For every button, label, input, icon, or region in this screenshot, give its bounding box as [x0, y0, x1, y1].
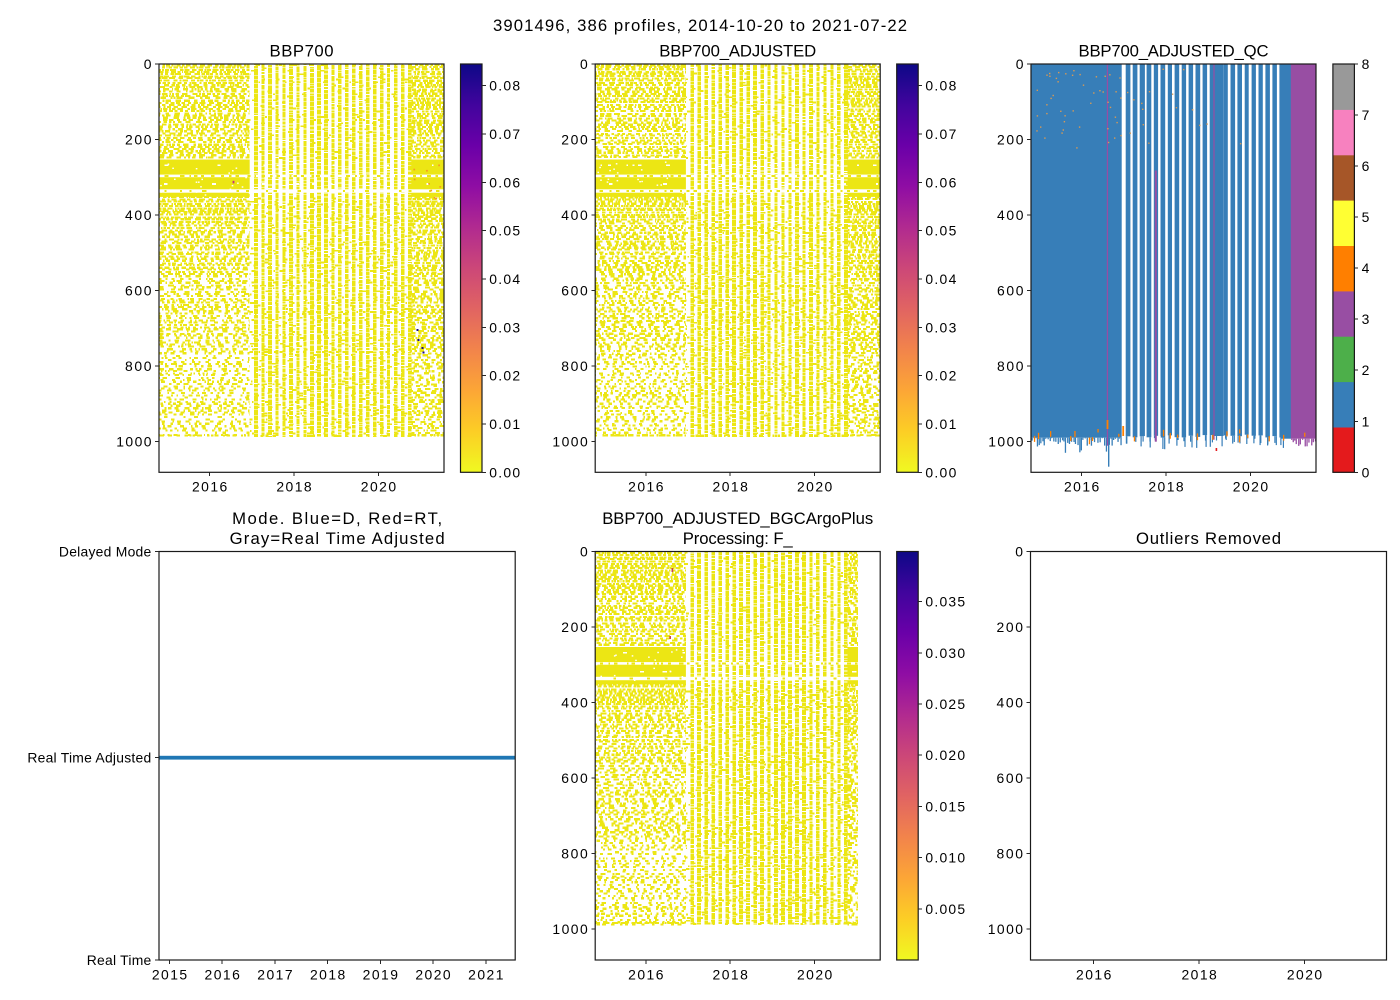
svg-text:Real Time Adjusted: Real Time Adjusted — [27, 750, 151, 766]
svg-text:0.01: 0.01 — [925, 416, 956, 432]
svg-text:7: 7 — [1362, 107, 1370, 123]
svg-text:Delayed Mode: Delayed Mode — [59, 544, 152, 560]
svg-text:2020: 2020 — [415, 966, 451, 982]
svg-text:1000: 1000 — [988, 433, 1024, 449]
svg-text:0.04: 0.04 — [489, 271, 520, 287]
svg-text:400: 400 — [561, 207, 588, 223]
svg-text:2020: 2020 — [1233, 479, 1269, 495]
svg-text:BBP700_ADJUSTED_BGCArgoPlus: BBP700_ADJUSTED_BGCArgoPlus — [602, 509, 873, 528]
svg-text:2018: 2018 — [276, 479, 312, 495]
svg-text:1: 1 — [1362, 413, 1370, 429]
svg-text:200: 200 — [125, 132, 152, 148]
svg-text:200: 200 — [997, 132, 1024, 148]
svg-text:0.07: 0.07 — [489, 126, 520, 142]
svg-text:800: 800 — [125, 358, 152, 374]
svg-text:0.020: 0.020 — [925, 747, 965, 763]
svg-text:2016: 2016 — [628, 966, 664, 982]
svg-text:0: 0 — [1362, 464, 1370, 480]
svg-text:6: 6 — [1362, 158, 1370, 174]
svg-text:0.025: 0.025 — [925, 696, 965, 712]
svg-text:Outliers Removed: Outliers Removed — [1136, 529, 1281, 548]
svg-text:0: 0 — [144, 56, 152, 72]
svg-text:0.010: 0.010 — [925, 850, 965, 866]
svg-text:3: 3 — [1362, 311, 1370, 327]
svg-text:1000: 1000 — [988, 921, 1024, 937]
svg-text:2018: 2018 — [1148, 479, 1184, 495]
svg-text:0.02: 0.02 — [489, 368, 520, 384]
svg-text:2018: 2018 — [713, 479, 749, 495]
svg-text:0.04: 0.04 — [925, 271, 956, 287]
svg-text:0.08: 0.08 — [489, 78, 520, 94]
svg-text:200: 200 — [561, 132, 588, 148]
svg-text:800: 800 — [561, 846, 588, 862]
svg-text:0: 0 — [1015, 544, 1023, 560]
svg-text:0.00: 0.00 — [925, 464, 956, 480]
svg-text:2021: 2021 — [468, 966, 504, 982]
svg-text:2018: 2018 — [1181, 966, 1217, 982]
svg-text:4: 4 — [1362, 260, 1370, 276]
svg-text:400: 400 — [997, 695, 1024, 711]
svg-text:Processing: F_: Processing: F_ — [683, 529, 794, 548]
svg-text:2: 2 — [1362, 362, 1370, 378]
svg-text:2018: 2018 — [310, 966, 346, 982]
svg-text:0: 0 — [580, 544, 588, 560]
svg-text:0: 0 — [1016, 56, 1024, 72]
svg-text:0.03: 0.03 — [489, 319, 520, 335]
svg-text:0.02: 0.02 — [925, 368, 956, 384]
svg-text:2016: 2016 — [1076, 966, 1112, 982]
svg-text:600: 600 — [561, 282, 588, 298]
svg-text:800: 800 — [997, 358, 1024, 374]
svg-text:0.05: 0.05 — [489, 223, 520, 239]
svg-text:2019: 2019 — [363, 966, 399, 982]
svg-text:600: 600 — [125, 282, 152, 298]
svg-text:600: 600 — [561, 770, 588, 786]
svg-text:0.06: 0.06 — [925, 174, 956, 190]
svg-text:200: 200 — [997, 619, 1024, 635]
svg-text:400: 400 — [997, 207, 1024, 223]
svg-text:2016: 2016 — [1064, 479, 1100, 495]
svg-text:600: 600 — [997, 282, 1024, 298]
svg-text:2015: 2015 — [152, 966, 188, 982]
svg-text:Real Time: Real Time — [87, 952, 152, 968]
svg-text:800: 800 — [561, 358, 588, 374]
svg-text:600: 600 — [997, 770, 1024, 786]
svg-text:5: 5 — [1362, 209, 1370, 225]
svg-text:0.05: 0.05 — [925, 223, 956, 239]
svg-text:0.06: 0.06 — [489, 174, 520, 190]
svg-text:0.07: 0.07 — [925, 126, 956, 142]
svg-text:BBP700_ADJUSTED_QC: BBP700_ADJUSTED_QC — [1079, 42, 1269, 61]
svg-text:2018: 2018 — [713, 966, 749, 982]
svg-text:2016: 2016 — [205, 966, 241, 982]
svg-text:800: 800 — [997, 846, 1024, 862]
svg-text:200: 200 — [561, 619, 588, 635]
svg-text:0.005: 0.005 — [925, 901, 965, 917]
svg-text:0.030: 0.030 — [925, 645, 965, 661]
svg-text:2020: 2020 — [1287, 966, 1323, 982]
svg-text:BBP700: BBP700 — [270, 42, 334, 61]
svg-text:BBP700_ADJUSTED: BBP700_ADJUSTED — [659, 42, 816, 61]
svg-text:Gray=Real Time Adjusted: Gray=Real Time Adjusted — [230, 529, 445, 548]
svg-text:2016: 2016 — [628, 479, 664, 495]
svg-text:400: 400 — [561, 695, 588, 711]
svg-text:Mode. Blue=D, Red=RT,: Mode. Blue=D, Red=RT, — [232, 509, 442, 528]
svg-text:2020: 2020 — [797, 966, 833, 982]
svg-text:1000: 1000 — [552, 921, 588, 937]
svg-text:0: 0 — [580, 56, 588, 72]
svg-text:2016: 2016 — [192, 479, 228, 495]
svg-text:2020: 2020 — [361, 479, 397, 495]
svg-text:0.035: 0.035 — [925, 594, 965, 610]
svg-text:2017: 2017 — [257, 966, 293, 982]
svg-text:1000: 1000 — [116, 433, 152, 449]
svg-text:0.015: 0.015 — [925, 798, 965, 814]
svg-text:0.03: 0.03 — [925, 319, 956, 335]
svg-text:3901496, 386 profiles, 2014-10: 3901496, 386 profiles, 2014-10-20 to 202… — [493, 16, 907, 35]
svg-text:8: 8 — [1362, 56, 1370, 72]
svg-text:0.00: 0.00 — [489, 464, 520, 480]
svg-text:2020: 2020 — [797, 479, 833, 495]
svg-text:1000: 1000 — [552, 433, 588, 449]
svg-text:400: 400 — [125, 207, 152, 223]
svg-text:0.08: 0.08 — [925, 78, 956, 94]
svg-text:0.01: 0.01 — [489, 416, 520, 432]
